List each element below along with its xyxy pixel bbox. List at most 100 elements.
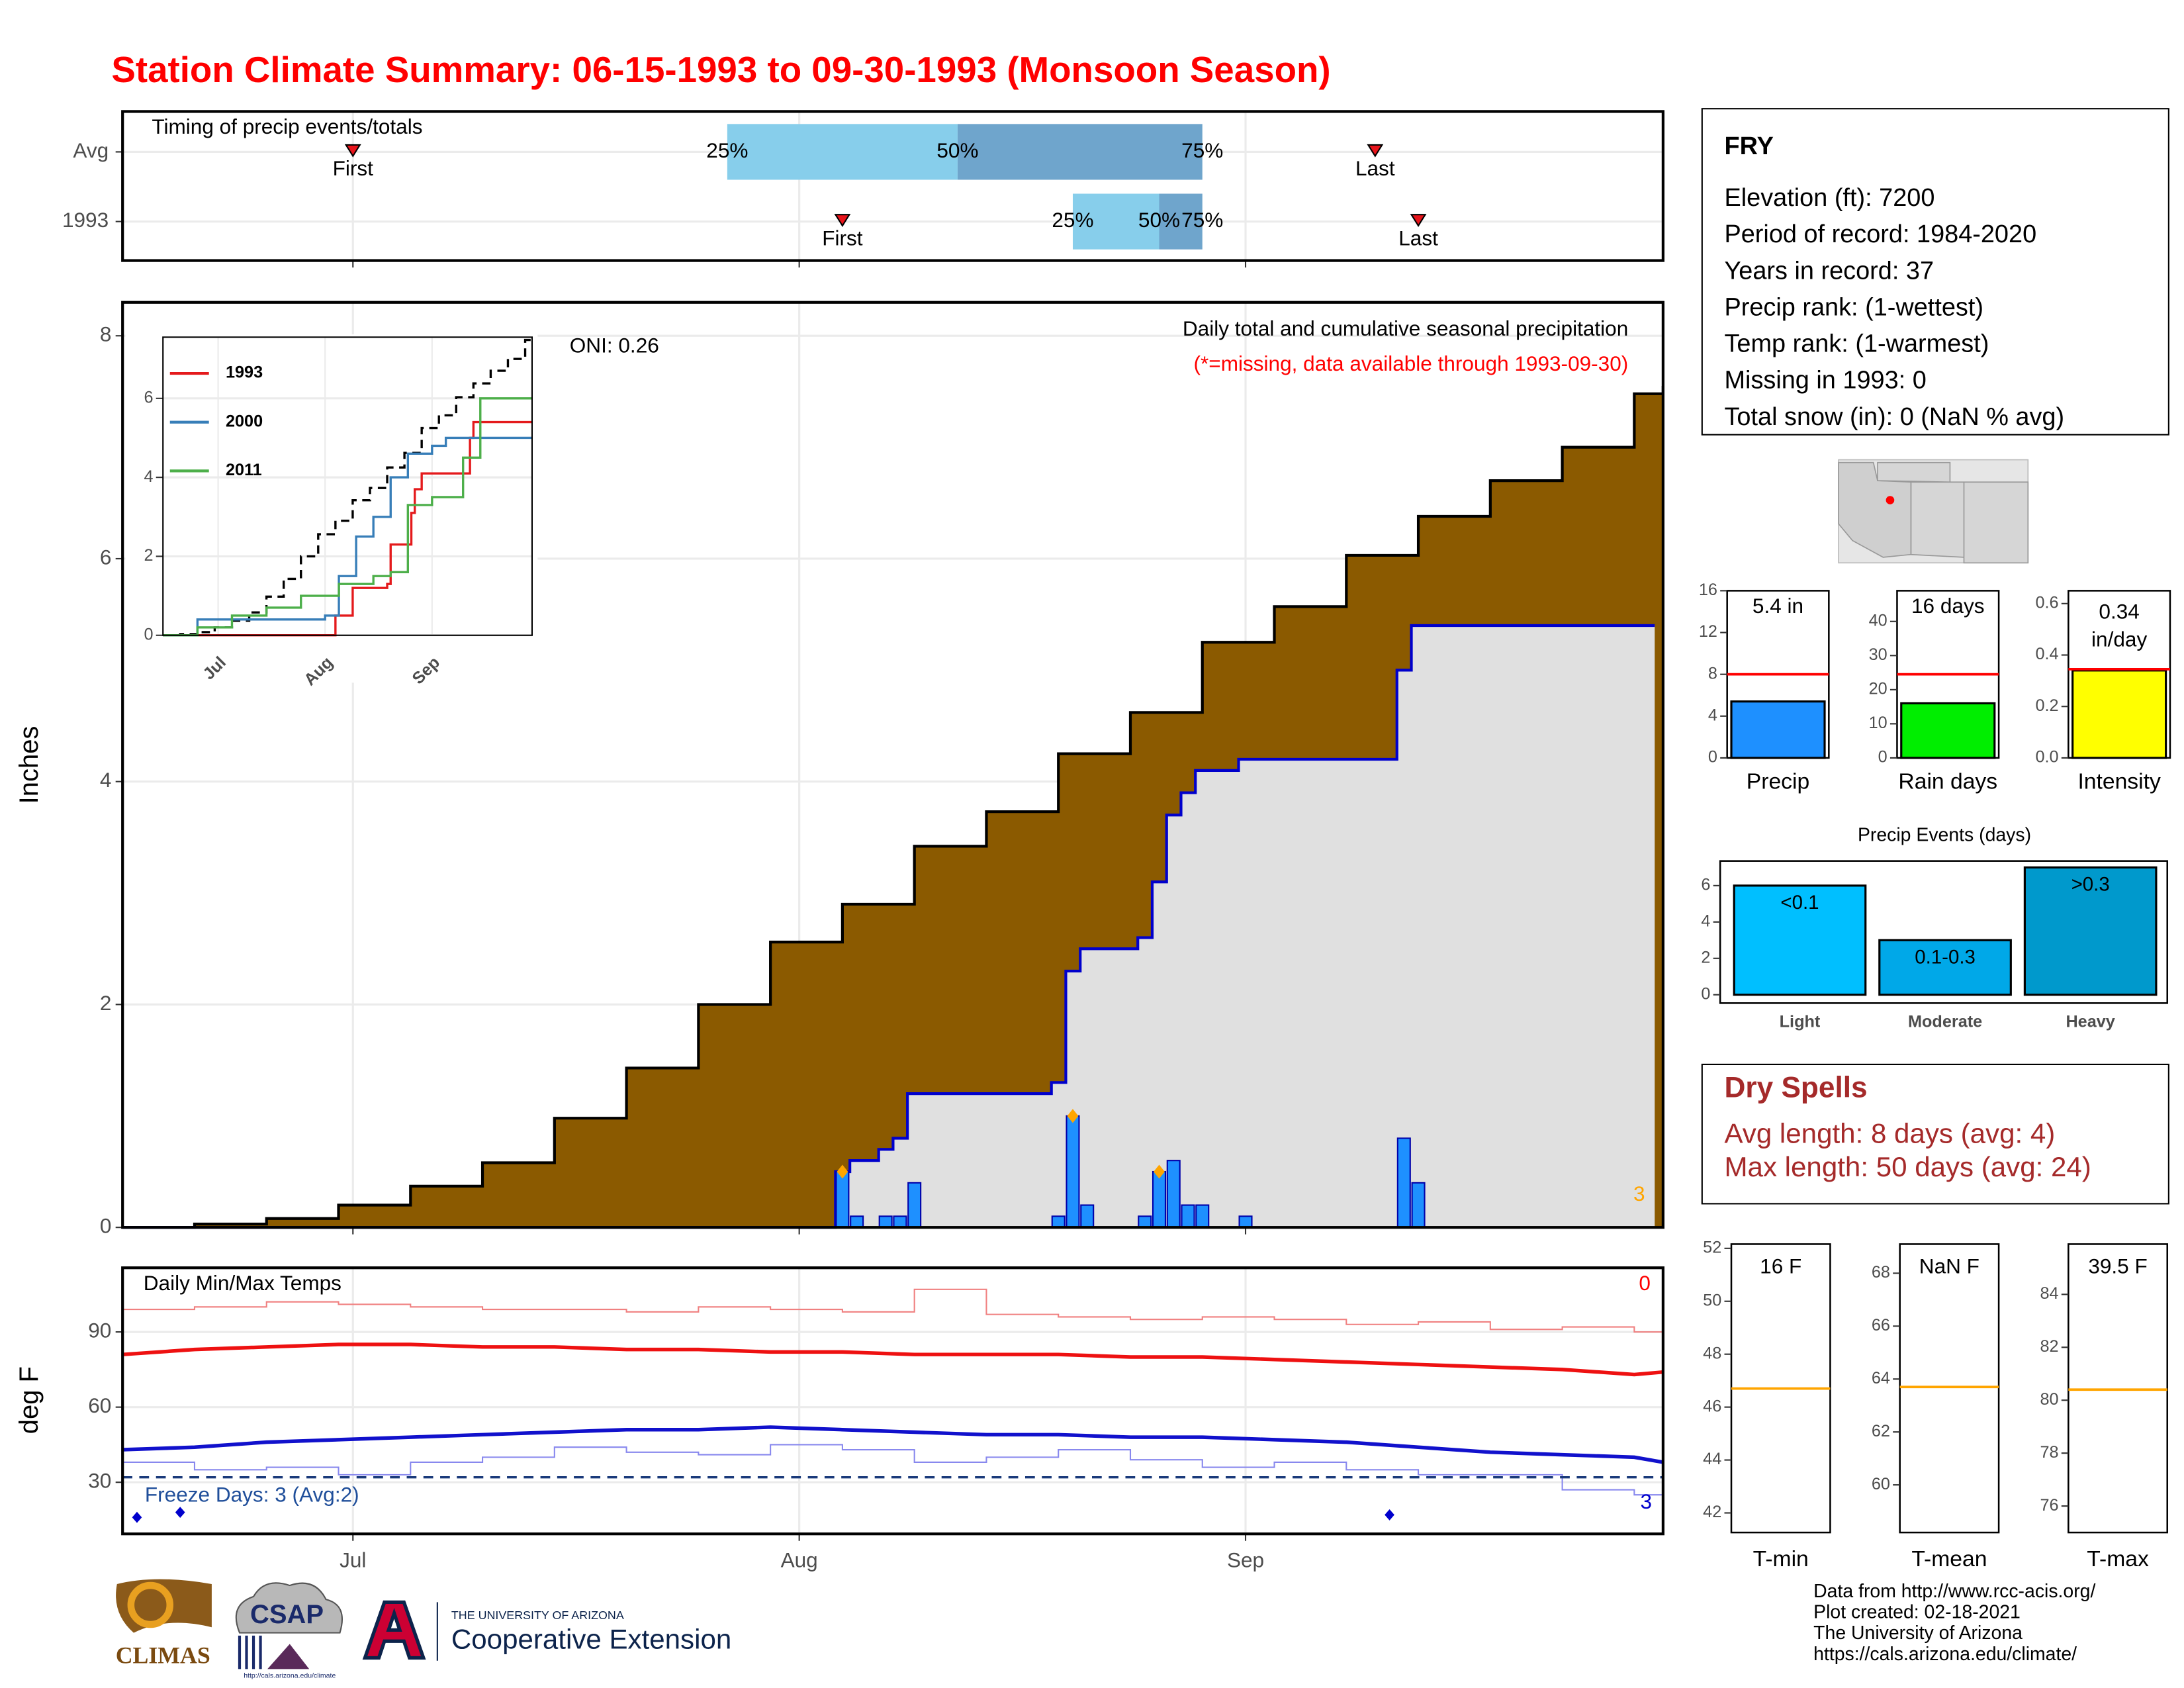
- dry-spells-box: [1701, 1063, 2169, 1205]
- min-count: 3: [1640, 1489, 1652, 1513]
- temp-gauge-panel: [1899, 1243, 2000, 1534]
- quartile-label: 25%: [1052, 208, 1093, 232]
- y-tick-label: 0: [144, 625, 153, 643]
- dry-spell-line: Max length: 50 days (avg: 24): [1724, 1151, 2091, 1182]
- dry-spell-line: Avg length: 8 days (avg: 4): [1724, 1117, 2055, 1149]
- event-category-label: Heavy: [2066, 1012, 2115, 1031]
- station-box: [1701, 108, 2169, 436]
- gauge-label: Precip: [1747, 770, 1809, 794]
- y-tick-label: 4: [1708, 706, 1717, 724]
- coop-extension: Cooperative Extension: [451, 1623, 731, 1654]
- y-axis-label: Inches: [15, 726, 44, 804]
- inset-panel: [163, 337, 532, 635]
- y-tick-label: 60: [88, 1393, 111, 1417]
- ua-logo: [362, 1600, 426, 1660]
- event-bar: [2023, 866, 2158, 996]
- highlight-marker: [1067, 1109, 1079, 1123]
- y-tick-label: 30: [88, 1469, 111, 1493]
- station-line: Elevation (ft): 7200: [1724, 184, 1934, 212]
- y-tick-label: 4: [144, 467, 153, 486]
- freeze-label: Freeze Days: 3 (Avg:2): [145, 1483, 359, 1507]
- daily-precip-bar: [850, 1215, 864, 1229]
- y-tick-label: 12: [1699, 622, 1717, 641]
- inset-border: [162, 336, 533, 636]
- daily-precip-bar: [1152, 1170, 1167, 1229]
- y-tick-label: 60: [1872, 1475, 1890, 1493]
- y-tick-label: 8: [100, 322, 112, 346]
- climas-logo-text: CLIMAS: [116, 1642, 210, 1669]
- y-tick-label: 62: [1872, 1422, 1890, 1440]
- quartile-label: 25%: [706, 138, 748, 162]
- credit-line: Plot created: 02-18-2021: [1813, 1602, 2021, 1623]
- y-tick-label: 40: [1869, 611, 1888, 630]
- y-tick-label: 42: [1703, 1503, 1721, 1521]
- csap-url: http://cals.arizona.edu/climate: [244, 1672, 336, 1680]
- temp-title: Daily Min/Max Temps: [144, 1271, 341, 1295]
- average-cumulative-line: [122, 386, 1664, 1229]
- event-label: First: [822, 226, 863, 250]
- station-line: Precip rank: (1-wettest): [1724, 293, 1983, 321]
- csap-cloud: [235, 1582, 343, 1634]
- gauge-label: Rain days: [1898, 770, 1997, 794]
- event-label: Last: [1398, 226, 1438, 250]
- event-value-label: 0.1-0.3: [1915, 946, 1976, 968]
- dry-spells-title: Dry Spells: [1724, 1072, 1867, 1104]
- inset-series-line: [163, 436, 532, 637]
- event-value-label: <0.1: [1780, 892, 1819, 914]
- event-label: Last: [1355, 156, 1395, 180]
- y-tick-label: 8: [1708, 664, 1717, 682]
- y-tick-label: 50: [1703, 1291, 1721, 1309]
- daily-precip-bar: [1396, 1137, 1411, 1229]
- events-title: Precip Events (days): [1858, 824, 2031, 845]
- highlight-marker: [1154, 1164, 1165, 1179]
- daily-precip-bar: [1051, 1215, 1066, 1229]
- y-tick-label: 82: [2040, 1337, 2058, 1356]
- row-label: Avg: [73, 138, 109, 162]
- quartile-label: 75%: [1181, 138, 1223, 162]
- event-marker: [1367, 144, 1384, 158]
- oni-annotation: ONI: 0.26: [570, 333, 659, 357]
- temp-gauge-label: T-min: [1753, 1547, 1809, 1571]
- row-label: 1993: [62, 208, 109, 232]
- y-tick-label: 0: [1701, 984, 1710, 1003]
- logos: CLIMAS CSAP http://cals.arizona.edu/clim…: [116, 1579, 731, 1680]
- legend-label: 2011: [226, 461, 262, 479]
- legend-label: 1993: [226, 363, 263, 382]
- csap-bars: [238, 1635, 262, 1669]
- y-tick-label: 44: [1703, 1450, 1721, 1468]
- y-tick-label: 16: [1699, 581, 1717, 599]
- y-tick-label: 30: [1869, 645, 1888, 664]
- daily-precip-bar: [1166, 1160, 1181, 1229]
- y-tick-label: 66: [1872, 1316, 1890, 1335]
- gauge-value-label: 0.34: [2099, 599, 2139, 623]
- quartile-bar-high: [957, 124, 1203, 180]
- cumulative-1993-area: [122, 626, 1655, 1228]
- y-tick-label: 4: [1701, 912, 1710, 930]
- quartile-bar-low: [727, 124, 958, 180]
- freeze-point: [132, 1511, 142, 1523]
- y-tick-label: 2: [144, 546, 153, 565]
- highlight-marker: [837, 1164, 848, 1179]
- station-line: Temp rank: (1-warmest): [1724, 330, 1989, 358]
- event-marker: [1410, 214, 1427, 227]
- station-line: Years in record: 37: [1724, 257, 1934, 285]
- y-tick-label: 52: [1703, 1239, 1721, 1257]
- credit-line: The University of Arizona: [1813, 1622, 2023, 1644]
- y-tick-label: 6: [100, 545, 112, 569]
- daily-precip-bar: [1195, 1204, 1210, 1229]
- daily-precip-bar: [1238, 1215, 1253, 1229]
- daily-precip-bar: [907, 1182, 922, 1229]
- quartile-bar-low: [1072, 193, 1160, 250]
- daily-precip-bar: [1411, 1182, 1426, 1229]
- station-line: Total snow (in): 0 (NaN % avg): [1724, 403, 2064, 431]
- precip-border: [121, 301, 1664, 1229]
- count-annotation: 3: [1633, 1182, 1645, 1205]
- temp-gauge-value-label: 16 F: [1760, 1254, 1801, 1278]
- y-tick-label: 2: [1701, 948, 1710, 966]
- gauge-value-label: in/day: [2091, 627, 2147, 651]
- y-tick-label: 0.4: [2035, 645, 2058, 663]
- event-bar: [1733, 884, 1867, 996]
- event-value-label: >0.3: [2071, 874, 2110, 896]
- climas-logo-ring: [127, 1581, 174, 1628]
